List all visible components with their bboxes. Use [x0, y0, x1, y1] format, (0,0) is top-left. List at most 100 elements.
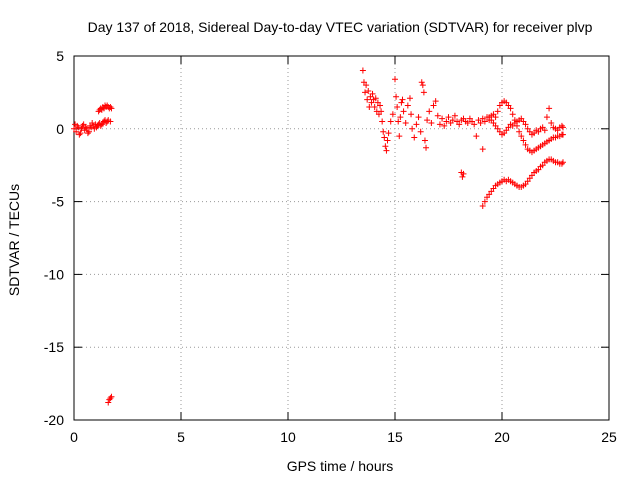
- data-point: [492, 114, 499, 121]
- data-point: [397, 114, 404, 121]
- data-point: [516, 128, 523, 135]
- data-point: [460, 170, 467, 177]
- data-point: [108, 105, 115, 112]
- data-point: [406, 95, 413, 102]
- x-tick-label: 15: [387, 429, 403, 445]
- x-tick-label: 5: [177, 429, 185, 445]
- data-point: [417, 128, 424, 135]
- data-point: [385, 130, 392, 137]
- data-point: [380, 128, 387, 135]
- data-point: [402, 119, 409, 126]
- data-point: [393, 93, 400, 100]
- series-late-cluster: [359, 67, 512, 180]
- data-point: [84, 130, 91, 137]
- data-point: [439, 115, 446, 122]
- data-point: [518, 133, 525, 140]
- data-point: [479, 146, 486, 153]
- y-tick-label: -15: [44, 339, 64, 355]
- series-outlier: [105, 393, 115, 406]
- data-point: [107, 395, 114, 402]
- data-point: [494, 108, 501, 115]
- y-axis-label: SDTVAR / TECUs: [6, 184, 22, 296]
- data-point: [436, 121, 443, 128]
- chart-title: Day 137 of 2018, Sidereal Day-to-day VTE…: [88, 19, 593, 35]
- data-point: [365, 87, 372, 94]
- series-early-cluster-upper: [95, 102, 115, 115]
- series-rising-track: [479, 156, 566, 209]
- data-point: [459, 173, 466, 180]
- data-point: [408, 111, 415, 118]
- data-point: [79, 122, 86, 129]
- data-point: [477, 119, 484, 126]
- data-point: [369, 90, 376, 97]
- data-point: [548, 119, 555, 126]
- data-point: [464, 119, 471, 126]
- data-point: [479, 202, 486, 209]
- data-point: [426, 108, 433, 115]
- data-point: [445, 114, 452, 121]
- data-point: [107, 103, 114, 110]
- y-tick-label: 5: [56, 48, 64, 64]
- data-point: [520, 137, 527, 144]
- data-point: [398, 99, 405, 106]
- data-point: [389, 111, 396, 118]
- data-point: [95, 121, 102, 128]
- x-tick-label: 20: [494, 429, 510, 445]
- data-point: [379, 118, 386, 125]
- data-point: [558, 122, 565, 129]
- y-tick-label: -5: [52, 194, 65, 210]
- data-point: [99, 119, 106, 126]
- data-point: [430, 102, 437, 109]
- data-point: [541, 127, 548, 134]
- data-point: [364, 96, 371, 103]
- data-point: [75, 124, 82, 131]
- data-point: [363, 82, 370, 89]
- data-point: [558, 160, 565, 167]
- data-point: [522, 141, 529, 148]
- data-point: [383, 147, 390, 154]
- data-point: [559, 159, 566, 166]
- data-point: [394, 103, 401, 110]
- data-point: [392, 76, 398, 83]
- data-point: [82, 124, 89, 131]
- data-point: [543, 114, 550, 121]
- plot-frame: [73, 55, 610, 421]
- data-points: [71, 67, 566, 406]
- data-point: [87, 122, 94, 129]
- y-tick-label: -10: [44, 266, 64, 282]
- data-point: [382, 143, 389, 150]
- data-point: [91, 125, 98, 132]
- y-tick-label: -20: [44, 412, 64, 428]
- data-point: [559, 131, 566, 138]
- data-point: [434, 112, 441, 119]
- series-descending-track: [507, 105, 566, 156]
- data-point: [420, 89, 427, 96]
- data-point: [559, 124, 566, 131]
- data-point: [104, 118, 111, 125]
- data-point: [509, 111, 516, 118]
- data-point: [421, 137, 428, 144]
- data-point: [359, 67, 366, 74]
- data-point: [384, 137, 391, 144]
- data-point: [400, 108, 407, 115]
- data-point: [366, 103, 373, 110]
- data-point: [419, 82, 426, 89]
- data-point: [404, 102, 411, 109]
- data-point: [413, 121, 420, 128]
- data-point: [418, 79, 425, 86]
- x-axis-label: GPS time / hours: [287, 458, 394, 474]
- data-point: [546, 105, 553, 112]
- data-point: [471, 121, 478, 128]
- data-point: [522, 121, 529, 128]
- data-point: [73, 128, 80, 135]
- x-tick-label: 0: [70, 429, 78, 445]
- data-point: [399, 96, 406, 103]
- x-tick-label: 10: [280, 429, 296, 445]
- data-point: [481, 118, 488, 125]
- data-point: [395, 118, 402, 125]
- data-point: [451, 112, 458, 119]
- grid: [74, 56, 609, 420]
- data-point: [378, 108, 385, 115]
- data-point: [415, 114, 422, 121]
- series-middle-track: [486, 105, 566, 138]
